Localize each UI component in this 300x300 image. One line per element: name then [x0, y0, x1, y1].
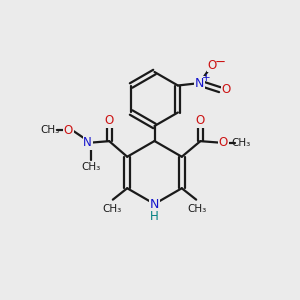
Text: O: O: [208, 58, 217, 72]
Text: CH₃: CH₃: [102, 204, 121, 214]
Text: CH₃: CH₃: [188, 204, 207, 214]
Text: +: +: [202, 73, 210, 83]
Text: CH₃: CH₃: [232, 138, 251, 148]
Text: O: O: [222, 83, 231, 96]
Text: CH₃: CH₃: [41, 125, 60, 135]
Text: N: N: [83, 136, 92, 149]
Text: CH₃: CH₃: [81, 162, 100, 172]
Text: −: −: [215, 56, 226, 69]
Text: N: N: [150, 197, 159, 211]
Text: O: O: [64, 124, 73, 136]
Text: O: O: [105, 114, 114, 127]
Text: H: H: [150, 209, 159, 223]
Text: N: N: [195, 76, 204, 90]
Text: O: O: [219, 136, 228, 149]
Text: O: O: [196, 114, 205, 127]
